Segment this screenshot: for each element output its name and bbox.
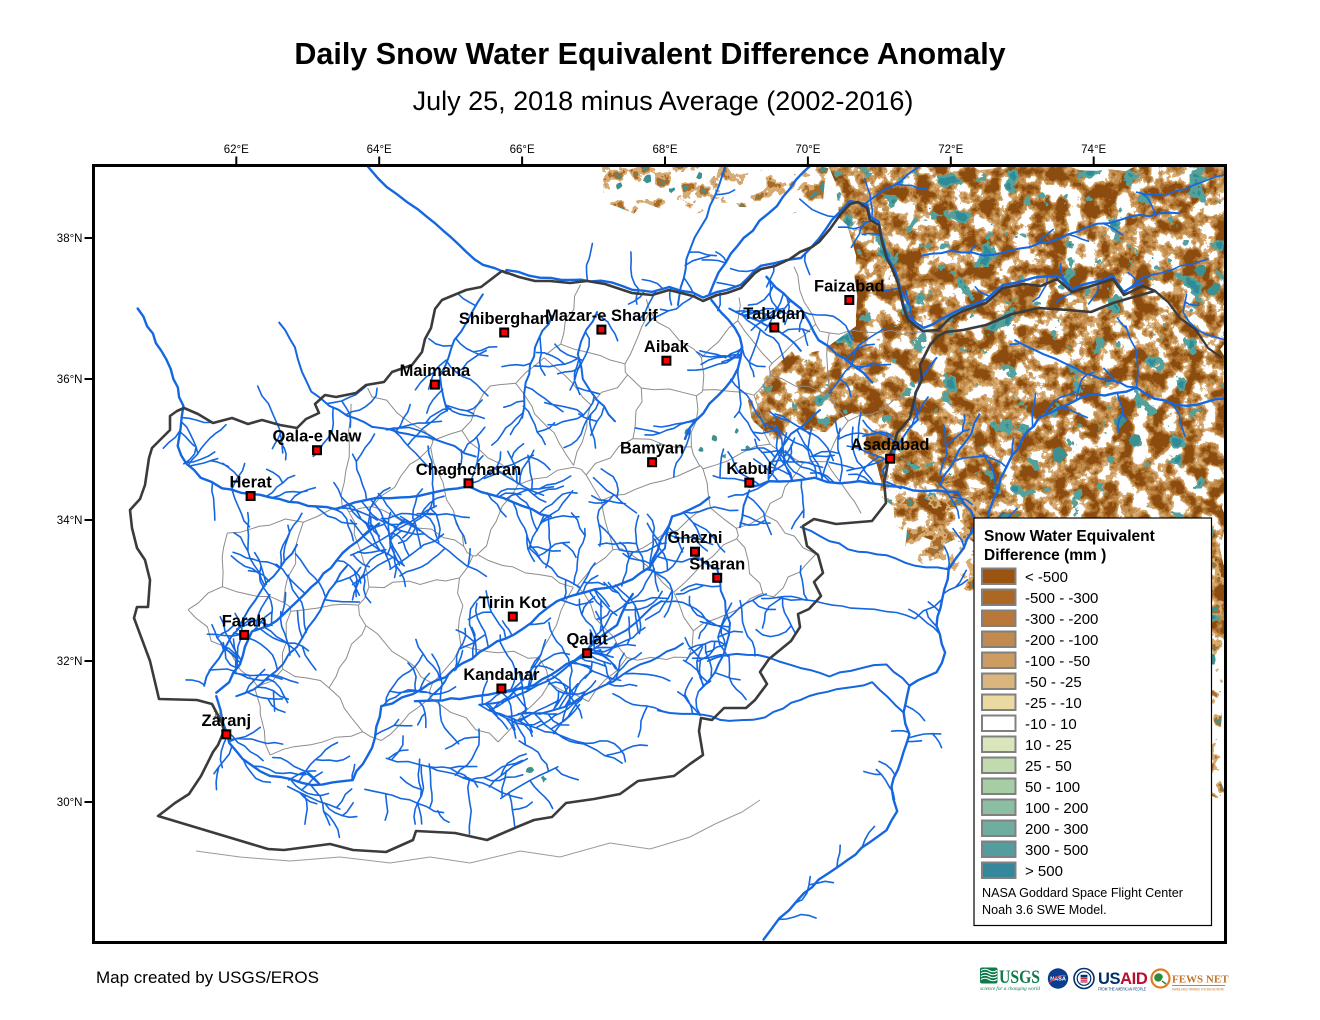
- svg-text:< -500: < -500: [1025, 569, 1068, 586]
- svg-text:> 500: > 500: [1025, 863, 1063, 880]
- svg-text:Mazar-e Sharif: Mazar-e Sharif: [545, 307, 658, 325]
- svg-text:-500 - -300: -500 - -300: [1025, 590, 1098, 607]
- svg-text:200 - 300: 200 - 300: [1025, 821, 1088, 838]
- svg-text:68°E: 68°E: [652, 144, 677, 156]
- svg-text:Shiberghan: Shiberghan: [459, 310, 550, 328]
- svg-text:FAMINE EARLY WARNING SYSTEMS N: FAMINE EARLY WARNING SYSTEMS NETWORK: [1172, 988, 1224, 992]
- svg-text:Farah: Farah: [222, 612, 267, 630]
- svg-text:-200 - -100: -200 - -100: [1025, 632, 1098, 649]
- svg-text:50 - 100: 50 - 100: [1025, 779, 1080, 796]
- svg-text:USAID: USAID: [1098, 970, 1148, 988]
- svg-text:Maimana: Maimana: [400, 362, 471, 380]
- svg-text:38°N: 38°N: [57, 233, 83, 245]
- svg-text:74°E: 74°E: [1081, 144, 1106, 156]
- svg-text:-10 - 10: -10 - 10: [1025, 716, 1077, 733]
- svg-text:62°E: 62°E: [224, 144, 249, 156]
- svg-text:25 - 50: 25 - 50: [1025, 758, 1072, 775]
- svg-text:USGS: USGS: [999, 968, 1040, 988]
- svg-text:-300 - -200: -300 - -200: [1025, 611, 1098, 628]
- svg-text:36°N: 36°N: [57, 374, 83, 386]
- svg-text:July 25, 2018 minus Average (2: July 25, 2018 minus Average (2002-2016): [413, 86, 914, 116]
- svg-text:300 - 500: 300 - 500: [1025, 842, 1088, 859]
- svg-text:-100 - -50: -100 - -50: [1025, 653, 1090, 670]
- svg-text:Kandahar: Kandahar: [463, 666, 540, 684]
- svg-text:-50 - -25: -50 - -25: [1025, 674, 1082, 691]
- svg-text:32°N: 32°N: [57, 656, 83, 668]
- svg-text:72°E: 72°E: [938, 144, 963, 156]
- svg-text:100 - 200: 100 - 200: [1025, 800, 1088, 817]
- svg-text:FEWS NET: FEWS NET: [1172, 974, 1229, 986]
- svg-text:Qalat: Qalat: [566, 631, 608, 649]
- svg-text:Map created by USGS/EROS: Map created by USGS/EROS: [96, 968, 319, 987]
- svg-text:-25 - -10: -25 - -10: [1025, 695, 1082, 712]
- svg-text:Difference (mm ): Difference (mm ): [984, 547, 1106, 564]
- svg-text:Bamyan: Bamyan: [620, 440, 684, 458]
- svg-text:science for a changing world: science for a changing world: [980, 985, 1040, 992]
- svg-text:66°E: 66°E: [510, 144, 535, 156]
- svg-text:Qala-e Naw: Qala-e Naw: [273, 428, 362, 446]
- svg-text:Asadabad: Asadabad: [851, 436, 930, 454]
- svg-text:Noah 3.6 SWE Model.: Noah 3.6 SWE Model.: [982, 903, 1107, 917]
- svg-text:NASA: NASA: [1050, 977, 1066, 983]
- svg-text:Sharan: Sharan: [689, 555, 745, 573]
- svg-text:70°E: 70°E: [795, 144, 820, 156]
- svg-text:34°N: 34°N: [57, 515, 83, 527]
- svg-text:64°E: 64°E: [367, 144, 392, 156]
- svg-text:Ghazni: Ghazni: [667, 529, 722, 547]
- svg-text:Tirin Kot: Tirin Kot: [479, 594, 547, 612]
- svg-text:Snow Water Equivalent: Snow Water Equivalent: [984, 528, 1155, 545]
- svg-text:Faizabad: Faizabad: [814, 278, 885, 296]
- svg-text:Kabul: Kabul: [726, 460, 772, 478]
- svg-text:Zaranj: Zaranj: [202, 712, 252, 730]
- svg-text:Taluqan: Taluqan: [743, 305, 805, 323]
- svg-text:FROM THE AMERICAN PEOPLE: FROM THE AMERICAN PEOPLE: [1098, 987, 1146, 992]
- svg-text:Daily Snow Water Equivalent Di: Daily Snow Water Equivalent Difference A…: [294, 37, 1005, 71]
- svg-text:Herat: Herat: [230, 474, 273, 492]
- svg-text:Aibak: Aibak: [644, 338, 690, 356]
- svg-text:30°N: 30°N: [57, 797, 83, 809]
- svg-text:NASA Goddard Space Flight Cent: NASA Goddard Space Flight Center: [982, 886, 1183, 900]
- svg-text:Chaghcharan: Chaghcharan: [416, 461, 521, 479]
- svg-text:10 - 25: 10 - 25: [1025, 737, 1072, 754]
